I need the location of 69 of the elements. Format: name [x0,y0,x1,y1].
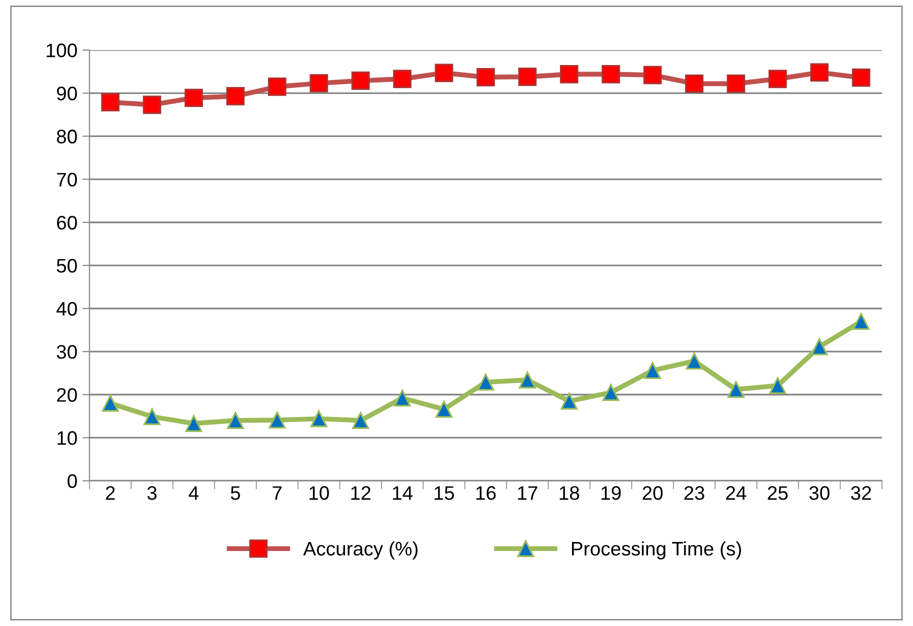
x-tick-label: 2 [106,486,115,500]
y-tick-label: 70 [57,172,77,187]
point [852,68,870,87]
point [685,74,704,93]
point [226,412,244,429]
point [686,352,703,370]
legend-label: Accuracy (%) [303,541,418,560]
point [144,408,161,426]
y-tick-label: 0 [68,474,77,488]
point [643,66,662,84]
y-tick-label: 80 [56,130,77,144]
point [518,68,537,86]
x-tick-label: 32 [851,486,871,500]
y-tick-label: 20 [57,388,77,402]
x-tick-label: 19 [602,486,621,500]
y-tick-label: 100 [46,44,77,58]
point [768,70,787,88]
x-tick-label: 24 [726,486,746,500]
point [393,70,412,88]
point [810,63,829,82]
point [560,392,578,410]
point [477,374,494,391]
legend-label: Processing Time (s) [572,541,741,560]
point [728,380,744,398]
point [436,400,452,418]
x-tick-label: 5 [230,486,240,500]
x-tick-label: 14 [392,486,413,500]
x-tick-label: 10 [310,486,329,500]
x-tick-label: 16 [476,486,496,500]
x-tick-label: 30 [809,486,830,500]
y-tick-label: 30 [56,345,77,359]
point [852,312,870,330]
x-tick-label: 23 [684,486,704,500]
y-tick-label: 60 [57,216,77,230]
point [602,65,620,84]
point [644,362,662,379]
point [310,410,328,428]
y-tick-label: 10 [58,431,77,445]
x-tick-label: 17 [518,486,538,500]
point [769,377,786,394]
point [394,390,411,407]
x-tick-label: 20 [642,486,663,500]
point [351,71,370,90]
point [226,86,245,106]
x-tick-label: 7 [272,486,282,500]
y-tick-label: 50 [56,258,77,273]
point [560,65,578,84]
point [310,74,328,92]
x-tick-label: 25 [768,486,788,500]
point [352,412,370,429]
x-tick-label: 12 [351,486,370,500]
point [726,74,746,93]
x-tick-label: 3 [147,486,157,500]
x-tick-label: 15 [434,486,454,500]
x-tick-label: 4 [188,486,199,500]
point [142,96,162,114]
point [268,78,286,96]
point [268,412,286,429]
y-tick-label: 90 [56,86,77,100]
point [101,93,120,112]
point [602,384,620,401]
point [518,372,536,388]
point [434,64,454,82]
x-tick-label: 18 [560,486,580,500]
point [102,394,119,412]
point [476,68,495,86]
point [185,415,202,432]
point [184,88,203,108]
y-tick-label: 40 [56,302,77,316]
